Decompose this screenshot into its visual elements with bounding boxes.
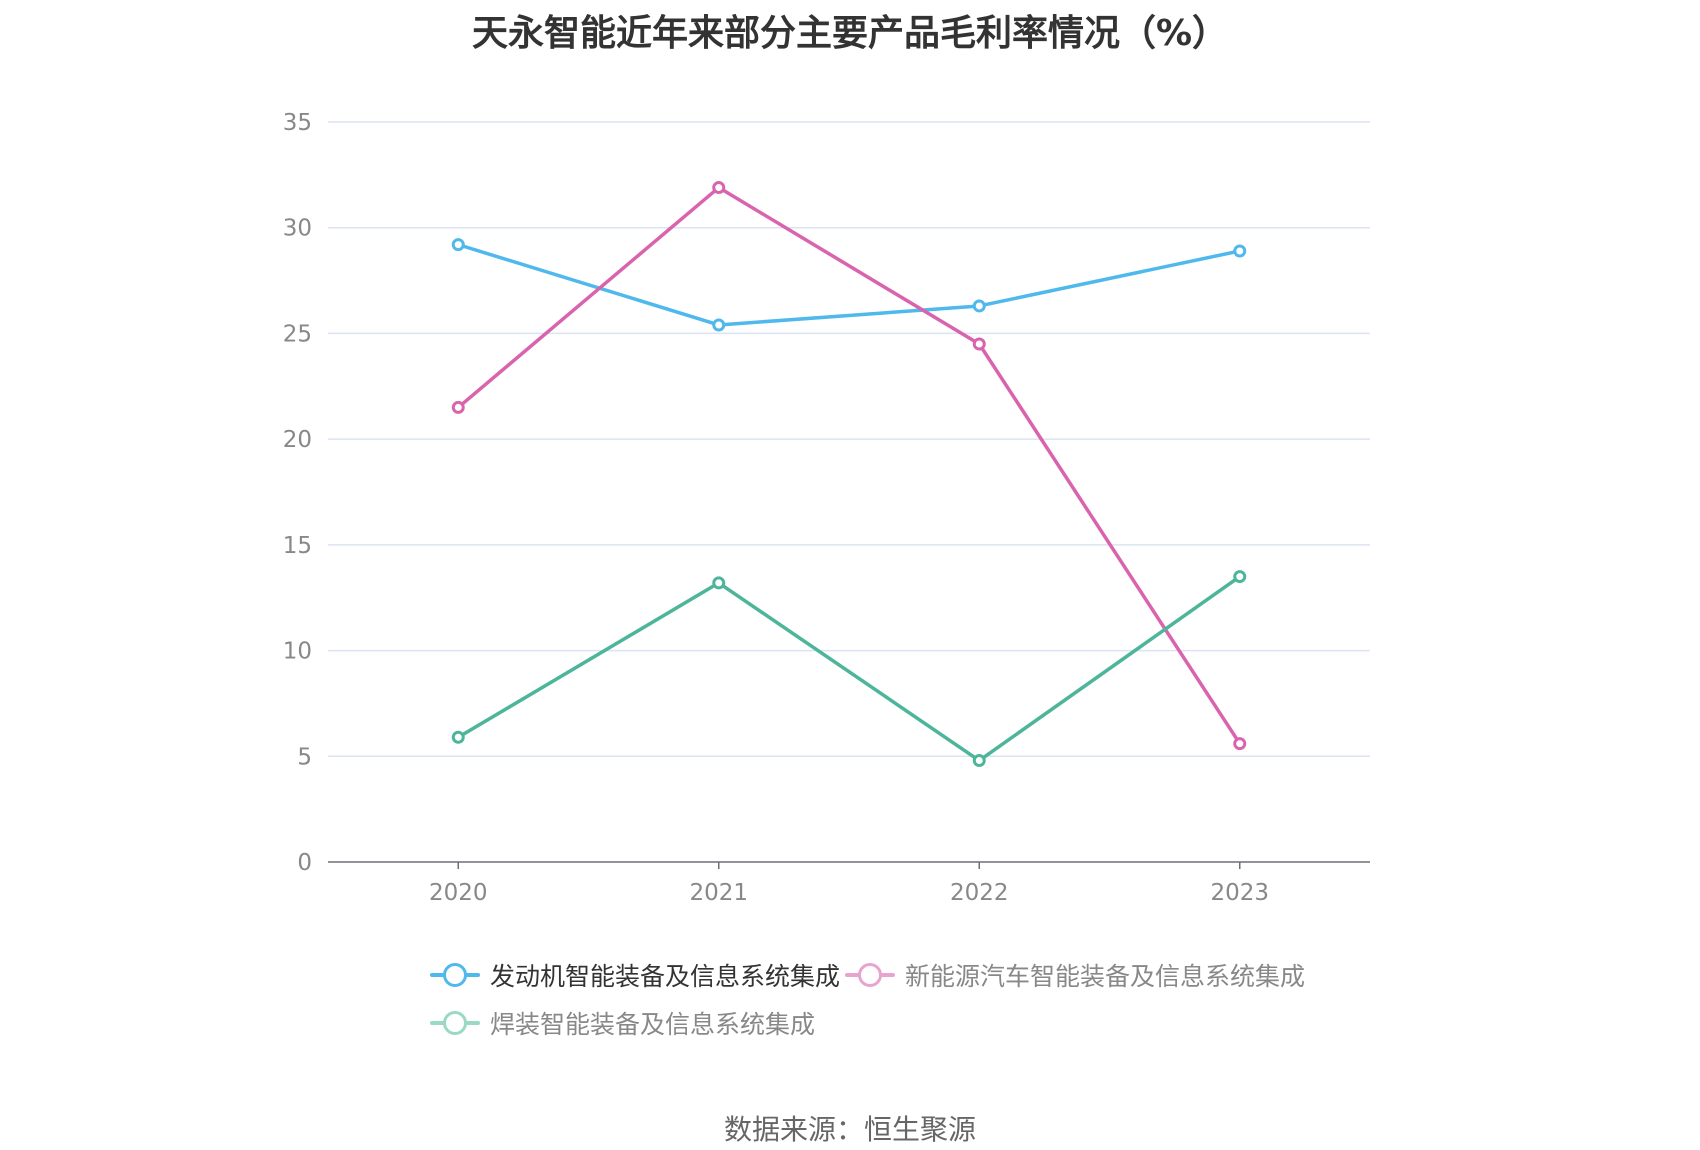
- legend-swatch-icon: [430, 1008, 480, 1038]
- data-point-2-0[interactable]: [451, 730, 465, 744]
- x-tick-label: 2022: [950, 880, 1009, 906]
- legend-item-engine-equipment[interactable]: 发动机智能装备及信息系统集成: [430, 955, 840, 995]
- series-line-2[interactable]: [457, 575, 1241, 763]
- y-tick-label: 20: [283, 427, 312, 453]
- data-point-0-1[interactable]: [712, 318, 726, 332]
- data-points: [451, 181, 1247, 768]
- data-point-0-3[interactable]: [1233, 244, 1247, 258]
- data-point-1-0[interactable]: [451, 400, 465, 414]
- data-point-0-2[interactable]: [972, 299, 986, 313]
- y-tick-label: 10: [283, 639, 312, 665]
- series-lines: [457, 185, 1242, 763]
- legend-swatch-icon: [430, 960, 480, 990]
- data-point-1-3[interactable]: [1233, 737, 1247, 751]
- y-tick-label: 0: [297, 850, 312, 876]
- data-point-0-0[interactable]: [451, 238, 465, 252]
- y-tick-label: 5: [297, 744, 312, 770]
- legend-swatch-icon: [845, 960, 895, 990]
- legend-label: 焊装智能装备及信息系统集成: [490, 1010, 816, 1039]
- data-source-note: 数据来源：恒生聚源: [723, 1113, 976, 1146]
- data-point-2-3[interactable]: [1233, 570, 1247, 584]
- legend-label: 发动机智能装备及信息系统集成: [490, 962, 841, 991]
- data-point-1-2[interactable]: [972, 337, 986, 351]
- grid-lines: [328, 121, 1370, 863]
- legend-label: 新能源汽车智能装备及信息系统集成: [905, 962, 1306, 991]
- data-point-2-2[interactable]: [972, 754, 986, 768]
- legend-item-nev-equipment[interactable]: 新能源汽车智能装备及信息系统集成: [845, 955, 1305, 995]
- y-tick-label: 30: [283, 216, 312, 242]
- y-tick-label: 35: [283, 110, 312, 136]
- x-axis-ticks: 2020 2021 2022 2023: [429, 862, 1269, 906]
- data-point-2-1[interactable]: [712, 576, 726, 590]
- series-line-0[interactable]: [457, 242, 1241, 327]
- y-axis-ticks: 0 5 10 15 20 25 30 35: [283, 110, 312, 876]
- y-tick-label: 15: [283, 533, 312, 559]
- x-tick-label: 2023: [1210, 880, 1269, 906]
- series-line-1[interactable]: [457, 185, 1242, 745]
- x-tick-label: 2021: [689, 880, 748, 906]
- data-point-1-1[interactable]: [712, 181, 726, 195]
- x-tick-label: 2020: [429, 880, 488, 906]
- y-tick-label: 25: [283, 321, 312, 347]
- legend-item-welding-equipment[interactable]: 焊装智能装备及信息系统集成: [430, 1003, 815, 1043]
- chart-title: 天永智能近年来部分主要产品毛利率情况（%）: [471, 13, 1229, 54]
